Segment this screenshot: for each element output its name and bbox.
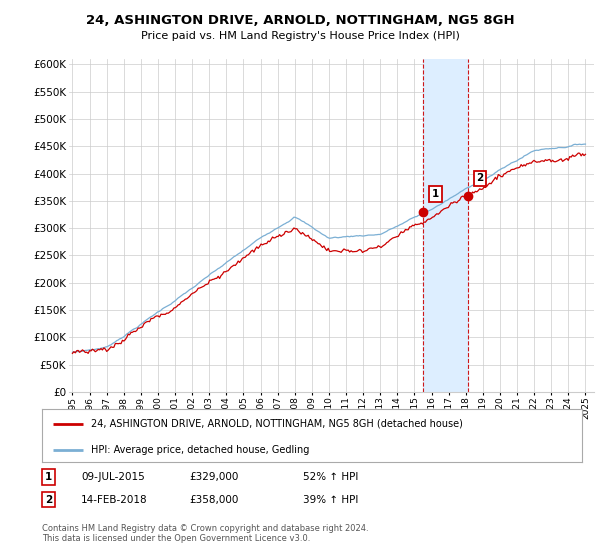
Text: £358,000: £358,000 — [189, 494, 238, 505]
Bar — [424, 59, 468, 392]
Text: HPI: Average price, detached house, Gedling: HPI: Average price, detached house, Gedl… — [91, 445, 309, 455]
Text: Price paid vs. HM Land Registry's House Price Index (HPI): Price paid vs. HM Land Registry's House … — [140, 31, 460, 41]
Text: 24, ASHINGTON DRIVE, ARNOLD, NOTTINGHAM, NG5 8GH: 24, ASHINGTON DRIVE, ARNOLD, NOTTINGHAM,… — [86, 14, 514, 27]
Text: Contains HM Land Registry data © Crown copyright and database right 2024.
This d: Contains HM Land Registry data © Crown c… — [42, 524, 368, 543]
Text: 14-FEB-2018: 14-FEB-2018 — [81, 494, 148, 505]
Text: 39% ↑ HPI: 39% ↑ HPI — [303, 494, 358, 505]
Text: 2: 2 — [45, 494, 52, 505]
Text: 1: 1 — [432, 189, 439, 199]
Text: 2: 2 — [476, 173, 484, 183]
Text: 24, ASHINGTON DRIVE, ARNOLD, NOTTINGHAM, NG5 8GH (detached house): 24, ASHINGTON DRIVE, ARNOLD, NOTTINGHAM,… — [91, 419, 463, 429]
Text: 1: 1 — [45, 472, 52, 482]
Text: 09-JUL-2015: 09-JUL-2015 — [81, 472, 145, 482]
Text: 52% ↑ HPI: 52% ↑ HPI — [303, 472, 358, 482]
Text: £329,000: £329,000 — [189, 472, 238, 482]
